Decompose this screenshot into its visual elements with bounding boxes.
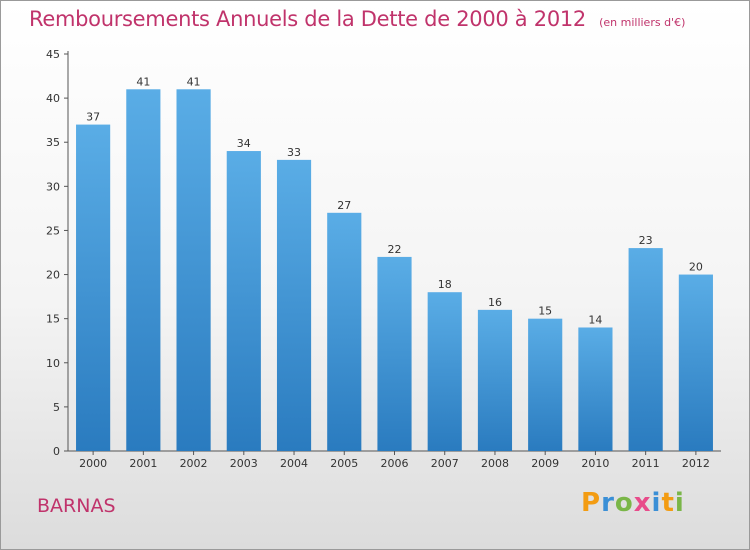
chart-subtitle: (en milliers d'€) (599, 16, 686, 29)
x-tick-label: 2011 (632, 457, 660, 470)
bar-2006 (377, 256, 412, 451)
data-label: 14 (588, 313, 602, 326)
data-label: 41 (136, 75, 150, 88)
x-tick-label: 2002 (180, 457, 208, 470)
bar-2000 (76, 124, 111, 452)
x-tick-label: 2012 (682, 457, 710, 470)
y-tick-label: 10 (46, 357, 60, 370)
y-tick-label: 40 (46, 92, 60, 105)
x-tick-label: 2007 (431, 457, 459, 470)
bar-2004 (276, 159, 312, 451)
data-label: 33 (287, 146, 301, 159)
data-label: 27 (337, 199, 351, 212)
bar-2008 (477, 309, 513, 451)
y-tick-label: 45 (46, 48, 60, 61)
logo-letter: i (651, 488, 662, 518)
data-label: 20 (689, 261, 703, 274)
y-tick-label: 35 (46, 136, 60, 149)
logo-letter: t (661, 488, 675, 518)
x-tick-label: 2008 (481, 457, 509, 470)
x-tick-label: 2004 (280, 457, 308, 470)
x-tick-label: 2009 (531, 457, 559, 470)
bar-2005 (327, 212, 362, 451)
y-tick-label: 0 (53, 445, 60, 458)
data-label: 41 (187, 75, 201, 88)
logo-letter: P (581, 488, 602, 518)
bar-2012 (678, 274, 713, 451)
y-tick-label: 5 (53, 401, 60, 414)
logo-letter: o (614, 488, 634, 518)
chart-labels: 0 5 10 15 20 25 30 35 40 45 2000 37 2001 41 2002 41 2003… (46, 48, 710, 470)
x-tick-label: 2010 (581, 457, 609, 470)
data-label: 37 (86, 111, 100, 124)
bar-2007 (427, 292, 462, 451)
bar-2002 (176, 89, 211, 452)
place-name: BARNAS (37, 495, 116, 517)
data-label: 23 (639, 234, 653, 247)
proxiti-logo[interactable]: Proxiti (581, 488, 685, 518)
logo-letter: r (601, 488, 615, 518)
bar-2009 (528, 318, 563, 451)
data-label: 34 (237, 137, 251, 150)
y-tick-label: 30 (46, 180, 60, 193)
chart-title-block: Remboursements Annuels de la Dette de 20… (29, 7, 685, 31)
bar-2010 (578, 327, 613, 451)
data-label: 15 (538, 305, 552, 318)
x-tick-label: 2003 (230, 457, 258, 470)
y-tick-label: 20 (46, 269, 60, 282)
x-tick-label: 2001 (129, 457, 157, 470)
chart-bars (76, 89, 713, 452)
bar-2001 (126, 89, 161, 452)
chart-title: Remboursements Annuels de la Dette de 20… (29, 7, 586, 31)
bar-2011 (628, 248, 663, 451)
y-tick-label: 15 (46, 313, 60, 326)
logo-letter: x (633, 488, 652, 518)
x-tick-label: 2005 (330, 457, 358, 470)
logo-letter: i (674, 488, 685, 518)
data-label: 18 (438, 278, 452, 291)
bar-2003 (226, 151, 261, 452)
y-tick-label: 25 (46, 224, 60, 237)
x-tick-label: 2006 (381, 457, 409, 470)
data-label: 16 (488, 296, 502, 309)
x-tick-label: 2000 (79, 457, 107, 470)
data-label: 22 (388, 243, 402, 256)
